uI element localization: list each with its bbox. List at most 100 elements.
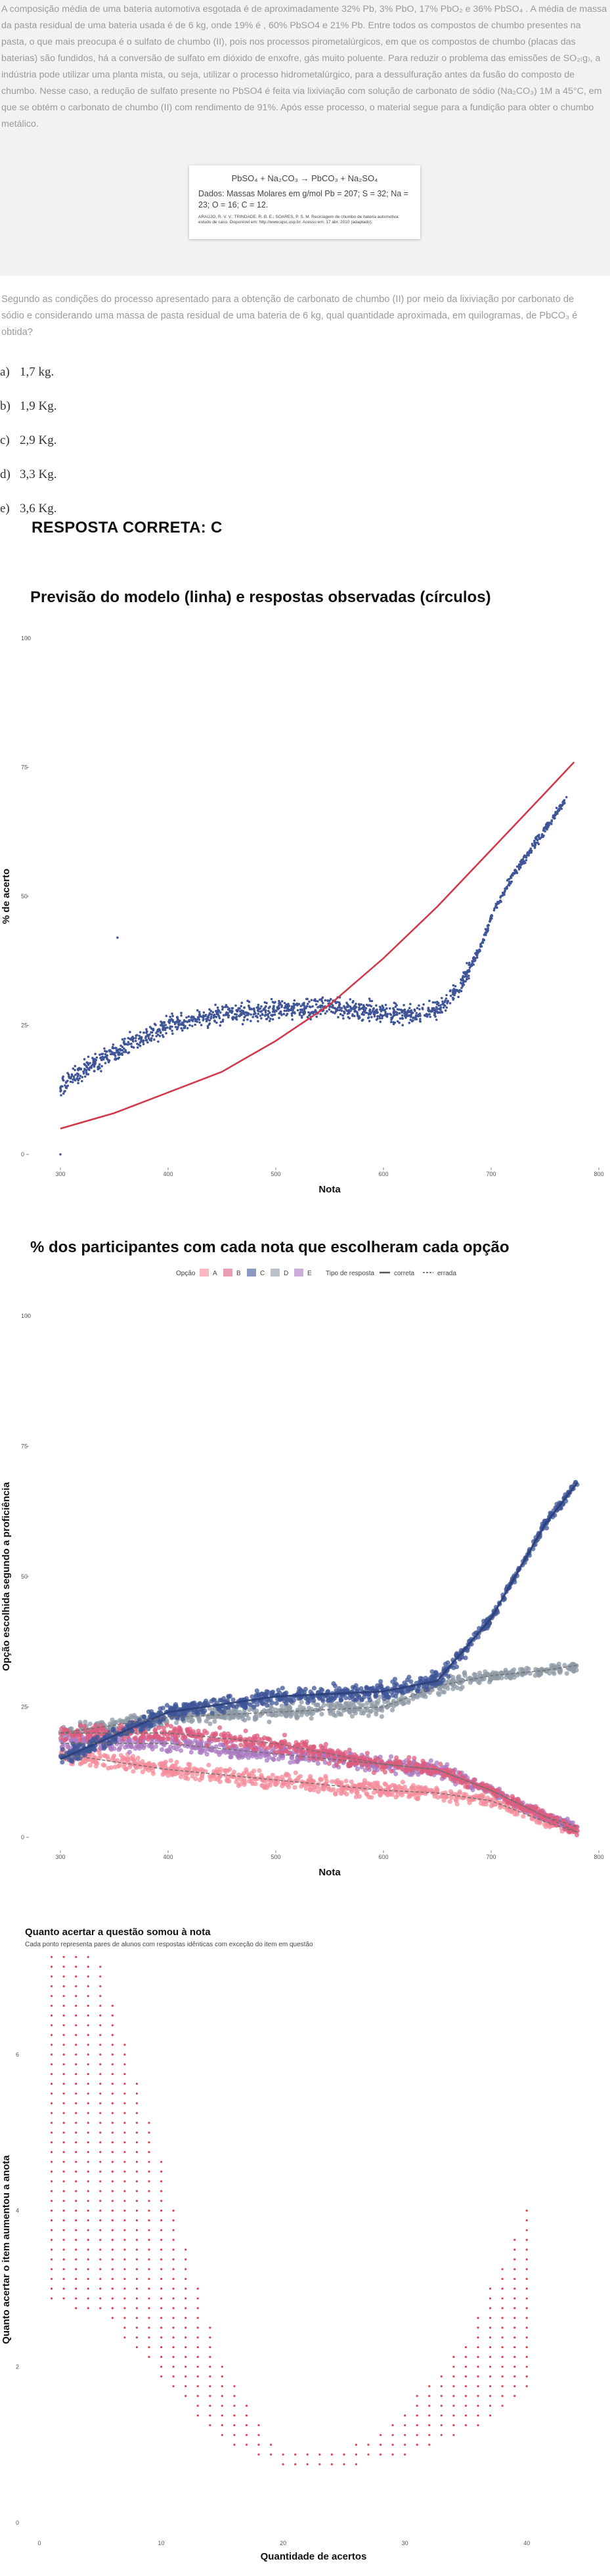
chart1-observed-point [378, 1005, 381, 1009]
chart2-point-option-B [347, 1763, 353, 1768]
chart2-legend-wrong: errada [437, 1270, 456, 1277]
chart1-observed-point [83, 1058, 86, 1060]
chart2-point-option-D [269, 1704, 274, 1709]
option-d[interactable]: d) 3,3 Kg. [0, 468, 56, 482]
chart1-observed-point [280, 1005, 283, 1009]
chart1-observed-point [302, 1013, 305, 1016]
chart2-point-option-A [443, 1794, 448, 1800]
chart1-observed-point [169, 1015, 171, 1018]
chart1-observed-point [349, 998, 352, 1001]
option-a[interactable]: a) 1,7 kg. [0, 365, 54, 380]
chart1-observed-point [291, 1009, 294, 1012]
chart2-point-option-D [271, 1713, 276, 1718]
chart1-observed-point [131, 1038, 134, 1041]
chart2-point-option-A [383, 1782, 389, 1787]
option-c[interactable]: c) 2,9 Kg. [0, 433, 56, 448]
chart1-observed-point [385, 1015, 389, 1018]
chart1-observed-point [412, 1011, 414, 1015]
chart2-point-option-D [391, 1703, 397, 1709]
chart1-observed-point [479, 943, 482, 946]
chart2-point-option-D [315, 1702, 320, 1707]
chart1-observed-point [462, 981, 465, 984]
chart1-observed-point [92, 1062, 95, 1064]
chart2-point-option-A [261, 1777, 267, 1782]
chart1-observed-point [389, 1007, 391, 1010]
chart1-observed-point [408, 1014, 411, 1016]
chart1-observed-point [171, 1025, 173, 1028]
chart1-observed-point [90, 1066, 93, 1069]
chart2-point-option-A [364, 1791, 369, 1796]
chart1-observed-point [309, 1006, 312, 1009]
chart2-point-option-A [348, 1786, 353, 1792]
chart2-point-option-A [162, 1763, 168, 1768]
chart2-point-option-A [328, 1787, 334, 1793]
chart2-point-option-E [259, 1749, 265, 1755]
chart2-point-option-A [231, 1774, 236, 1779]
chart2-point-option-B [395, 1765, 401, 1770]
chart1-observed-point [215, 1009, 217, 1013]
chart2-point-option-E [288, 1760, 293, 1765]
chart1-observed-point [306, 1016, 309, 1018]
chart1-observed-point [416, 1007, 419, 1010]
chart1-observed-point [389, 1013, 391, 1015]
chart2-point-option-B [156, 1725, 162, 1730]
chart2-point-option-D [468, 1676, 473, 1681]
chart1-observed-point [245, 1011, 248, 1014]
chart2-point-option-A [330, 1779, 335, 1784]
chart1-observed-point [174, 1026, 177, 1028]
chart1-observed-point [373, 1015, 376, 1018]
chart1-observed-point [242, 1018, 246, 1022]
chart1-observed-point [86, 1062, 89, 1065]
chart1-observed-point [225, 1003, 228, 1007]
chart1-observed-point [205, 1018, 207, 1020]
chart1-observed-point [162, 1026, 164, 1028]
chart1-observed-point [150, 1031, 154, 1034]
chart1-observed-point [269, 1017, 272, 1020]
chart1-observed-point [259, 1010, 263, 1013]
chart2-point-option-B [153, 1727, 158, 1732]
chart2-point-option-A [435, 1787, 440, 1793]
chart2-point-option-B [216, 1737, 221, 1743]
option-letter: d) [0, 468, 11, 481]
chart2-point-option-D [410, 1693, 415, 1698]
chart1-observed-point [286, 1003, 289, 1007]
chart1-observed-point [163, 1021, 166, 1024]
chart1-observed-point [282, 1013, 286, 1015]
chart2-point-option-D [574, 1667, 579, 1672]
chart1-observed-point [468, 974, 470, 977]
chart2-point-option-D [483, 1669, 488, 1674]
chart2-point-option-A [242, 1782, 247, 1787]
chart2-point-option-E [229, 1755, 234, 1760]
chart1-observed-point [127, 1051, 129, 1055]
chart2-point-option-E [192, 1738, 198, 1743]
chart2-point-option-B [300, 1739, 305, 1745]
chart2-point-option-D [450, 1678, 456, 1683]
option-e[interactable]: e) 3,6 Kg. [0, 502, 56, 516]
chart1-observed-point [531, 842, 534, 845]
chart2-legend-type-title: Tipo de resposta [326, 1270, 375, 1277]
chart2-point-option-A [162, 1769, 168, 1774]
chart1-model-line [60, 761, 575, 1129]
chart1-observed-point [221, 1020, 225, 1023]
chart2-point-option-D [240, 1716, 246, 1722]
chart2-point-option-D [328, 1703, 334, 1709]
chart1-observed-point [334, 1001, 338, 1005]
chart2-point-option-E [108, 1746, 114, 1751]
chart1-observed-point [121, 1045, 124, 1049]
chart2-point-option-B [213, 1732, 218, 1737]
chart2-point-option-E [570, 1820, 576, 1825]
chart2-point-option-B [194, 1734, 200, 1739]
chart1-observed-point [208, 1008, 211, 1011]
chart2-point-option-A [267, 1783, 272, 1788]
option-b[interactable]: b) 1,9 Kg. [0, 399, 56, 414]
chart2-point-option-D [247, 1707, 252, 1713]
chart1-observed-point [401, 1024, 404, 1026]
chart1-observed-point [396, 1020, 399, 1023]
chart1-observed-point [213, 1013, 216, 1016]
chart1-observed-point [305, 997, 308, 1001]
chart2-point-option-B [190, 1729, 196, 1734]
chart2-point-option-D [197, 1718, 202, 1724]
chart2-point-option-E [129, 1740, 135, 1745]
chart1-observed-point [241, 1022, 244, 1026]
chart1-observed-point [211, 1011, 215, 1014]
